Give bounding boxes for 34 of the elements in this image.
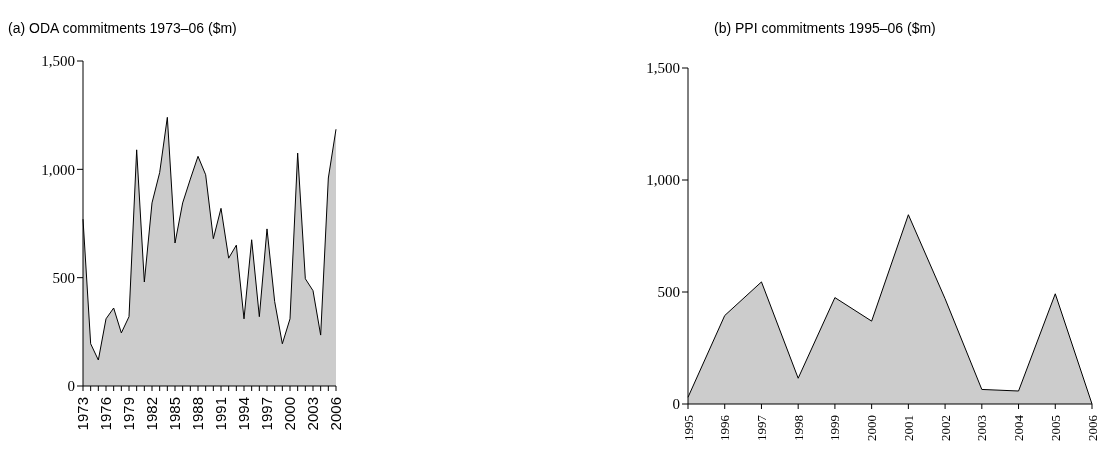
x-tick-label: 1994 [235,397,253,431]
x-tick-label: 2000 [864,415,880,441]
x-tick-label: 1991 [212,397,230,431]
x-tick-label: 2000 [281,397,299,431]
x-tick-label: 2003 [974,415,990,441]
y-tick-label: 0 [67,378,75,395]
y-tick-label: 1,500 [41,53,75,70]
y-tick-label: 0 [672,396,680,413]
x-tick-label: 1997 [754,414,769,441]
x-tick-label: 2006 [327,397,345,431]
x-tick-label: 1979 [120,397,138,431]
x-tick-label: 2002 [937,415,953,441]
x-tick-label: 2003 [304,397,322,431]
x-tick-label: 2006 [1084,414,1100,441]
x-tick-label: 1988 [189,397,207,431]
x-tick-label: 1985 [166,397,184,431]
x-tick-label: 1995 [680,415,696,441]
chart-title: (b) PPI commitments 1995–06 ($m) [714,20,936,36]
y-tick-label: 500 [657,284,680,301]
x-tick-label: 1999 [827,415,843,441]
x-tick-label: 1996 [717,414,733,441]
x-tick-label: 2001 [900,415,916,441]
x-tick-label: 1976 [97,397,115,431]
y-tick-label: 1,500 [646,60,680,77]
y-tick-label: 500 [52,269,75,286]
chart-title: (a) ODA commitments 1973–06 ($m) [8,20,237,36]
x-tick-label: 2004 [1011,414,1027,441]
x-tick-label: 1973 [74,397,92,431]
y-tick-label: 1,000 [646,172,680,189]
x-tick-label: 2005 [1047,415,1063,441]
x-tick-label: 1998 [790,415,806,441]
x-tick-label: 1997 [258,397,276,431]
y-tick-label: 1,000 [41,161,75,178]
x-tick-label: 1982 [143,397,161,431]
